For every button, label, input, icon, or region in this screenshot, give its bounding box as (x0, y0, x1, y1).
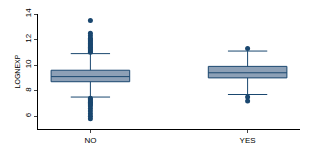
svg-text:14: 14 (24, 8, 33, 17)
svg-text:LOGNEXP: LOGNEXP (14, 54, 21, 88)
svg-text:12: 12 (24, 33, 33, 42)
svg-text:10: 10 (24, 59, 33, 68)
svg-text:YES: YES (240, 136, 256, 145)
svg-text:NO: NO (84, 136, 96, 145)
svg-text:6: 6 (24, 112, 33, 117)
svg-text:8: 8 (24, 87, 33, 92)
